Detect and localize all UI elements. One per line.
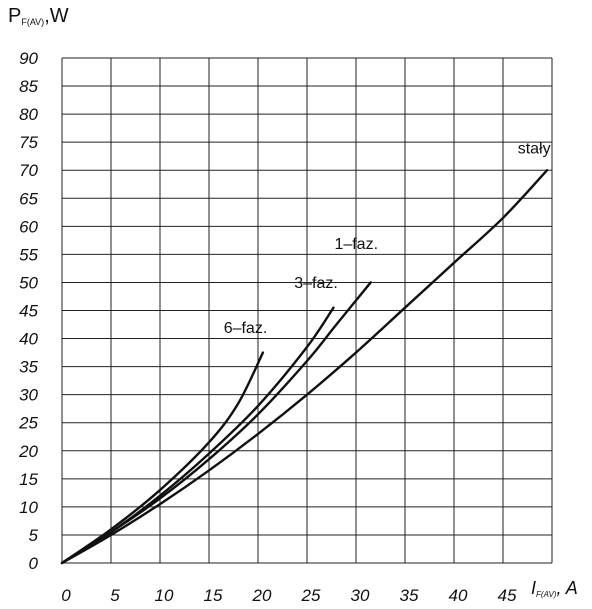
x-tick-label: 20 — [252, 586, 272, 605]
y-axis-title: PF(AV),W — [8, 5, 69, 27]
x-tick-label: 10 — [155, 586, 174, 605]
y-tick-label: 80 — [19, 105, 38, 124]
series-line-2 — [60, 306, 335, 565]
y-tick-label: 5 — [29, 526, 39, 545]
series-label-0: stały — [518, 140, 551, 157]
series-label-3: 6–faz. — [224, 320, 268, 337]
series-line-3 — [60, 351, 265, 565]
x-tick-label: 5 — [110, 586, 120, 605]
chart-grid — [61, 57, 553, 564]
y-tick-label: 70 — [19, 161, 38, 180]
x-tick-label: 30 — [351, 586, 370, 605]
y-tick-label: 85 — [19, 77, 38, 96]
y-tick-label: 90 — [19, 49, 38, 68]
x-tick-label: 25 — [301, 586, 321, 605]
x-tick-label: 15 — [204, 586, 223, 605]
y-tick-label: 65 — [19, 189, 38, 208]
y-tick-label: 15 — [19, 470, 38, 489]
series-label-2: 3–faz. — [294, 275, 338, 292]
x-tick-labels: 0 5 10 15 20 25 30 35 40 45 — [61, 586, 517, 605]
y-tick-label: 75 — [19, 133, 38, 152]
series-lines — [60, 169, 549, 565]
y-tick-label: 35 — [19, 358, 38, 377]
x-tick-label: 0 — [61, 586, 71, 605]
y-tick-labels: 0 5 10 15 20 25 30 35 40 45 50 55 60 65 70 75 80 85 90 — [18, 49, 38, 573]
x-axis-title: IF(AV), A — [531, 578, 578, 599]
y-tick-label: 40 — [19, 330, 38, 349]
x-tick-label: 35 — [400, 586, 419, 605]
y-tick-label: 10 — [19, 498, 38, 517]
y-tick-label: 30 — [19, 386, 38, 405]
y-tick-label: 50 — [19, 273, 38, 292]
x-tick-label: 40 — [449, 586, 468, 605]
y-tick-label: 60 — [19, 217, 38, 236]
y-tick-label: 25 — [18, 414, 38, 433]
x-tick-label: 45 — [498, 586, 517, 605]
y-tick-label: 20 — [18, 442, 38, 461]
series-labels: stały 1–faz. 3–faz. 6–faz. — [224, 140, 551, 337]
y-tick-label: 45 — [19, 302, 38, 321]
y-tick-label: 0 — [29, 554, 39, 573]
series-label-1: 1–faz. — [334, 236, 378, 253]
series-line-0 — [60, 169, 549, 565]
y-tick-label: 55 — [19, 245, 38, 264]
